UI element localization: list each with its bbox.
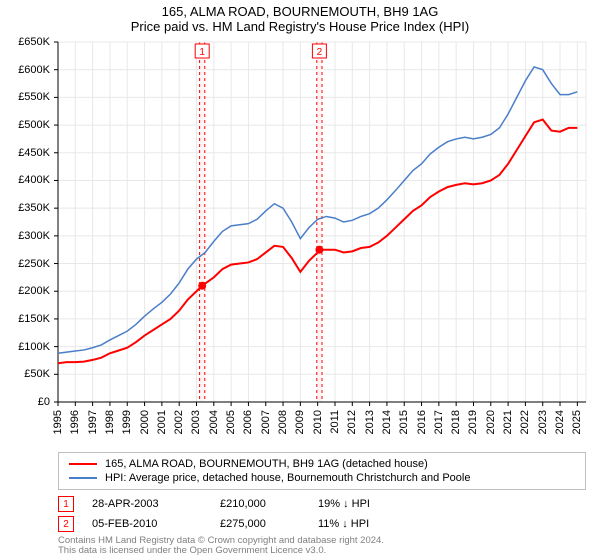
sale-marker: 1	[58, 496, 74, 512]
chart-svg: 12	[53, 37, 591, 411]
x-tick-label: 2008	[277, 410, 289, 434]
legend-item: HPI: Average price, detached house, Bour…	[69, 471, 575, 485]
y-tick-label: £300K	[18, 230, 50, 242]
x-tick-label: 2021	[502, 410, 514, 434]
x-tick-label: 2004	[208, 410, 220, 434]
x-tick-label: 1995	[52, 410, 64, 434]
x-tick-label: 1997	[87, 410, 99, 434]
legend-label: HPI: Average price, detached house, Bour…	[105, 472, 470, 484]
legend: 165, ALMA ROAD, BOURNEMOUTH, BH9 1AG (de…	[58, 452, 586, 490]
footer: Contains HM Land Registry data © Crown c…	[58, 536, 384, 557]
sale-date: 28-APR-2003	[92, 498, 202, 510]
footer-line2: This data is licensed under the Open Gov…	[58, 546, 384, 556]
y-tick-label: £650K	[18, 36, 50, 48]
x-tick-label: 2024	[554, 410, 566, 434]
sale-price: £210,000	[220, 498, 300, 510]
x-tick-label: 2020	[485, 410, 497, 434]
legend-swatch	[69, 463, 97, 465]
y-tick-label: £250K	[18, 258, 50, 270]
y-tick-label: £200K	[18, 285, 50, 297]
x-axis-labels: 1995199619971998199920002001200220032004…	[58, 406, 586, 450]
x-tick-label: 2007	[260, 410, 272, 434]
x-tick-label: 2009	[294, 410, 306, 434]
svg-text:2: 2	[317, 47, 323, 58]
x-tick-label: 1998	[104, 410, 116, 434]
x-tick-label: 2000	[139, 410, 151, 434]
y-tick-label: £150K	[18, 313, 50, 325]
x-tick-label: 2016	[416, 410, 428, 434]
x-tick-label: 2023	[537, 410, 549, 434]
x-tick-label: 2019	[467, 410, 479, 434]
legend-swatch	[69, 477, 97, 479]
x-tick-label: 1996	[69, 410, 81, 434]
sale-diff: 19% ↓ HPI	[318, 498, 418, 510]
x-tick-label: 2013	[364, 410, 376, 434]
x-tick-label: 2001	[156, 410, 168, 434]
x-tick-label: 2025	[571, 410, 583, 434]
x-tick-label: 2022	[519, 410, 531, 434]
svg-text:1: 1	[199, 47, 205, 58]
y-tick-label: £0	[38, 396, 50, 408]
y-tick-label: £500K	[18, 119, 50, 131]
legend-label: 165, ALMA ROAD, BOURNEMOUTH, BH9 1AG (de…	[105, 458, 428, 470]
sale-price: £275,000	[220, 518, 300, 530]
y-tick-label: £600K	[18, 64, 50, 76]
y-tick-label: £550K	[18, 91, 50, 103]
x-tick-label: 2018	[450, 410, 462, 434]
x-tick-label: 2006	[242, 410, 254, 434]
chart-plot-area: 12	[58, 42, 586, 402]
x-tick-label: 2010	[312, 410, 324, 434]
x-tick-label: 2017	[433, 410, 445, 434]
sales-table: 1 28-APR-2003 £210,000 19% ↓ HPI 2 05-FEB-201…	[58, 494, 418, 534]
x-tick-label: 2015	[398, 410, 410, 434]
sale-row: 1 28-APR-2003 £210,000 19% ↓ HPI	[58, 494, 418, 514]
chart-title: 165, ALMA ROAD, BOURNEMOUTH, BH9 1AG	[0, 4, 600, 19]
sale-date: 05-FEB-2010	[92, 518, 202, 530]
chart-subtitle: Price paid vs. HM Land Registry's House …	[0, 19, 600, 34]
y-tick-label: £350K	[18, 202, 50, 214]
x-tick-label: 2014	[381, 410, 393, 434]
x-tick-label: 2003	[190, 410, 202, 434]
y-tick-label: £50K	[24, 368, 50, 380]
x-tick-label: 2005	[225, 410, 237, 434]
legend-item: 165, ALMA ROAD, BOURNEMOUTH, BH9 1AG (de…	[69, 457, 575, 471]
x-tick-label: 2011	[329, 410, 341, 434]
sale-row: 2 05-FEB-2010 £275,000 11% ↓ HPI	[58, 514, 418, 534]
sale-marker: 2	[58, 516, 74, 532]
y-tick-label: £450K	[18, 147, 50, 159]
x-tick-label: 2012	[346, 410, 358, 434]
x-tick-label: 1999	[121, 410, 133, 434]
sale-diff: 11% ↓ HPI	[318, 518, 418, 530]
y-tick-label: £100K	[18, 341, 50, 353]
y-axis-labels: £0£50K£100K£150K£200K£250K£300K£350K£400…	[0, 42, 54, 402]
y-tick-label: £400K	[18, 174, 50, 186]
x-tick-label: 2002	[173, 410, 185, 434]
